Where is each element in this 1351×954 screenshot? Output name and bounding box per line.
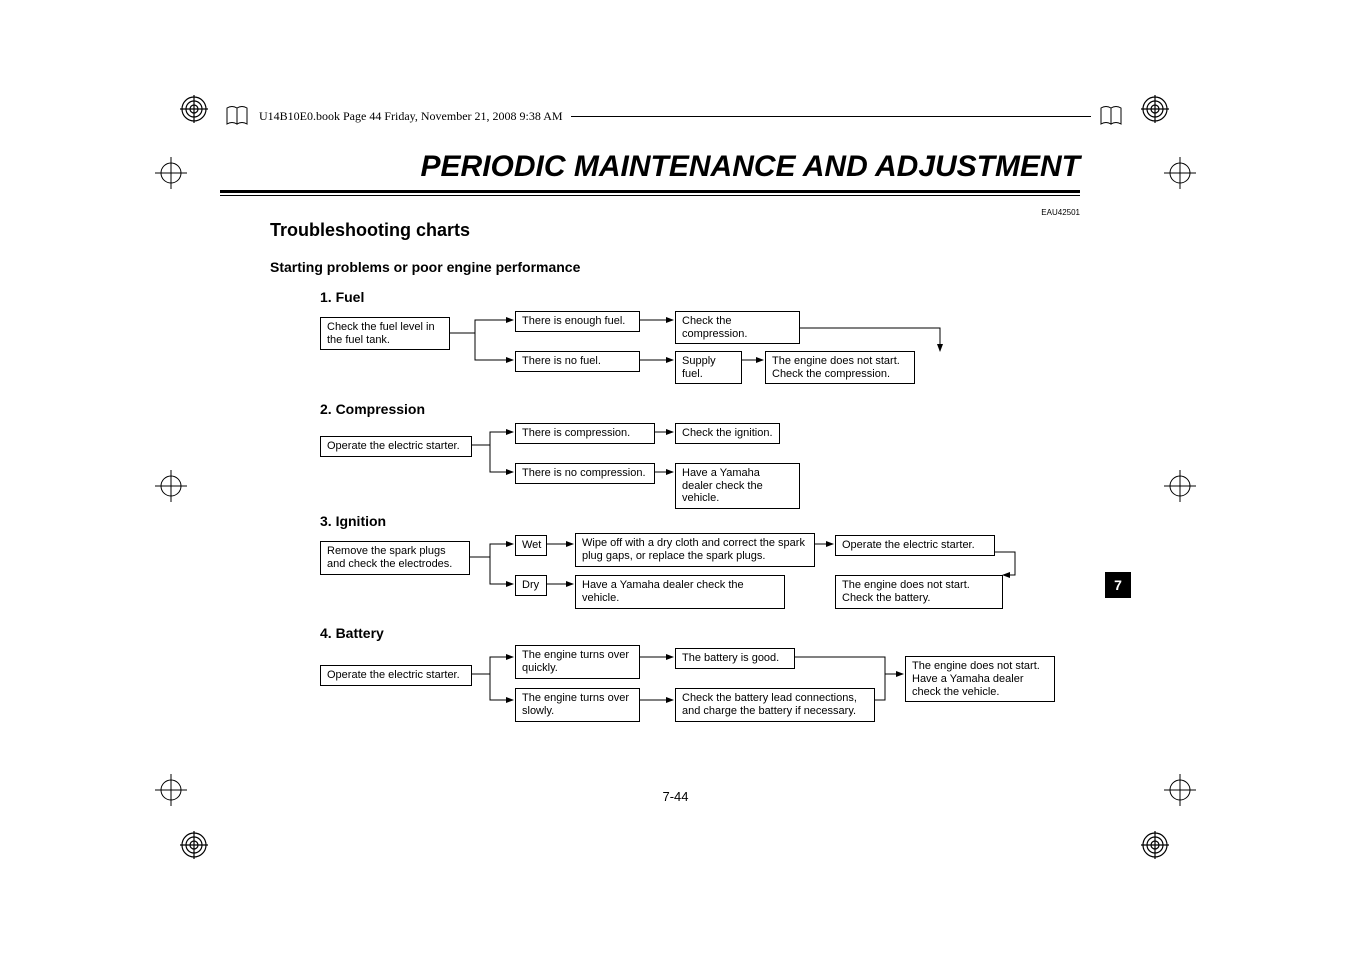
section-title: Troubleshooting charts <box>270 220 1080 241</box>
print-regmark-tr <box>1141 95 1169 123</box>
book-icon <box>1099 105 1125 127</box>
flowcharts: 1. Fuel Check the fuel level in th <box>320 289 1080 720</box>
print-regmark-bl <box>180 831 208 859</box>
flow-box: Check the ignition. <box>675 423 780 444</box>
doc-id: EAU42501 <box>1041 208 1080 217</box>
print-regmark-tl <box>180 95 208 123</box>
flow-box: Check the compression. <box>675 311 800 344</box>
flow-box: Wet <box>515 535 547 556</box>
flow-box: The engine turns over quickly. <box>515 645 640 678</box>
flow-box: Supply fuel. <box>675 351 742 384</box>
book-header: U14B10E0.book Page 44 Friday, November 2… <box>225 105 1125 127</box>
flow-box: Operate the electric starter. <box>320 436 472 457</box>
flow-box: Wipe off with a dry cloth and correct th… <box>575 533 815 566</box>
book-header-text: U14B10E0.book Page 44 Friday, November 2… <box>259 109 563 124</box>
print-cross-tr <box>1164 157 1196 189</box>
flow-box: The engine turns over slowly. <box>515 688 640 721</box>
flow-box: Operate the electric starter. <box>320 665 472 686</box>
page-content: PERIODIC MAINTENANCE AND ADJUSTMENT EAU4… <box>220 150 1080 742</box>
chapter-title: PERIODIC MAINTENANCE AND ADJUSTMENT <box>220 150 1080 190</box>
print-cross-mr <box>1164 470 1196 502</box>
print-cross-tl <box>155 157 187 189</box>
flow-box: Have a Yamaha dealer check the vehicle. <box>675 463 800 509</box>
flow-box: Dry <box>515 575 547 596</box>
flow-box: There is no fuel. <box>515 351 640 372</box>
chart-ignition: 3. Ignition Remove the spark plugs <box>320 513 1080 603</box>
book-icon <box>225 105 251 127</box>
subtitle: Starting problems or poor engine perform… <box>270 259 1080 275</box>
chart-heading: 1. Fuel <box>320 289 1080 305</box>
flow-box: There is no compression. <box>515 463 655 484</box>
page-number: 7-44 <box>0 789 1351 804</box>
flow-box: Have a Yamaha dealer check the vehicle. <box>575 575 785 608</box>
chapter-tab: 7 <box>1105 572 1131 598</box>
flow-box: Remove the spark plugs and check the ele… <box>320 541 470 574</box>
flow-box: Operate the electric starter. <box>835 535 995 556</box>
flow-box: Check the battery lead connections, and … <box>675 688 875 721</box>
print-regmark-br <box>1141 831 1169 859</box>
chart-battery: 4. Battery Operate the electric st <box>320 625 1080 720</box>
flow-box: The battery is good. <box>675 648 795 669</box>
print-cross-ml <box>155 470 187 502</box>
flow-box: The engine does not start. Have a Yamaha… <box>905 656 1055 702</box>
chart-fuel: 1. Fuel Check the fuel level in th <box>320 289 1080 379</box>
chart-compression: 2. Compression Operate the electric star… <box>320 401 1080 491</box>
flow-box: There is enough fuel. <box>515 311 640 332</box>
flow-box: The engine does not start. Check the com… <box>765 351 915 384</box>
flow-box: There is compression. <box>515 423 655 444</box>
chart-heading: 4. Battery <box>320 625 1080 641</box>
flow-box: Check the fuel level in the fuel tank. <box>320 317 450 350</box>
flow-box: The engine does not start. Check the bat… <box>835 575 1003 608</box>
chart-heading: 3. Ignition <box>320 513 1080 529</box>
chart-heading: 2. Compression <box>320 401 1080 417</box>
